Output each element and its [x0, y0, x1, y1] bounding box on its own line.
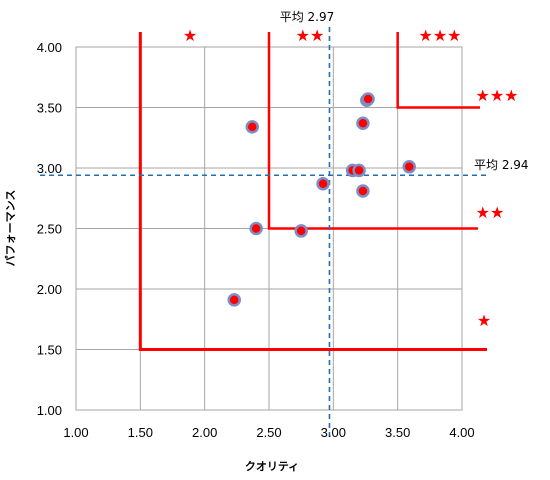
- data-point: [245, 120, 260, 134]
- data-point: [249, 221, 263, 236]
- average-y-label: 平均 2.94: [474, 158, 529, 172]
- y-axis-title: パフォーマンス: [4, 190, 17, 267]
- x-tick-label: 3.50: [385, 425, 410, 440]
- zone-boundary: [267, 32, 478, 230]
- star-three-top: ★★★: [418, 26, 461, 45]
- x-tick-label: 2.00: [192, 425, 217, 440]
- data-points: [227, 92, 416, 307]
- data-point: [356, 116, 370, 130]
- rating-zones: [138, 32, 487, 351]
- y-tick-label: 3.00: [37, 161, 62, 176]
- data-point: [361, 92, 375, 106]
- average-x-label: 平均 2.97: [280, 10, 335, 24]
- data-point: [294, 224, 308, 238]
- x-tick-label: 1.50: [128, 425, 153, 440]
- data-point: [227, 293, 242, 307]
- star-one-right: ★: [477, 311, 491, 330]
- zone-boundary: [138, 32, 487, 351]
- star-three-right: ★★★: [475, 86, 518, 105]
- y-tick-label: 1.50: [37, 343, 62, 358]
- x-axis-title: クオリティ: [245, 460, 299, 473]
- x-tick-label: 4.00: [449, 425, 474, 440]
- y-tick-label: 3.50: [37, 101, 62, 116]
- x-tick-label: 2.50: [256, 425, 281, 440]
- y-tick-label: 4.00: [37, 40, 62, 55]
- star-one-top: ★: [183, 26, 197, 45]
- data-point: [316, 176, 330, 191]
- y-tick-label: 2.00: [37, 282, 62, 297]
- star-two-right: ★★: [476, 203, 505, 222]
- data-point: [352, 163, 366, 178]
- y-tick-label: 2.50: [37, 222, 62, 237]
- star-two-top: ★★: [296, 26, 325, 45]
- data-point: [402, 160, 416, 174]
- tick-labels: 1.00 1.50 2.00 2.50 3.00 3.50 4.00 1.00 1.50 2.00…: [37, 40, 475, 440]
- x-tick-label: 1.00: [63, 425, 88, 440]
- average-lines: [40, 27, 488, 440]
- y-tick-label: 1.00: [37, 403, 62, 418]
- x-tick-label: 3.00: [321, 425, 346, 440]
- data-point: [356, 184, 370, 198]
- zone-boundary: [396, 32, 480, 109]
